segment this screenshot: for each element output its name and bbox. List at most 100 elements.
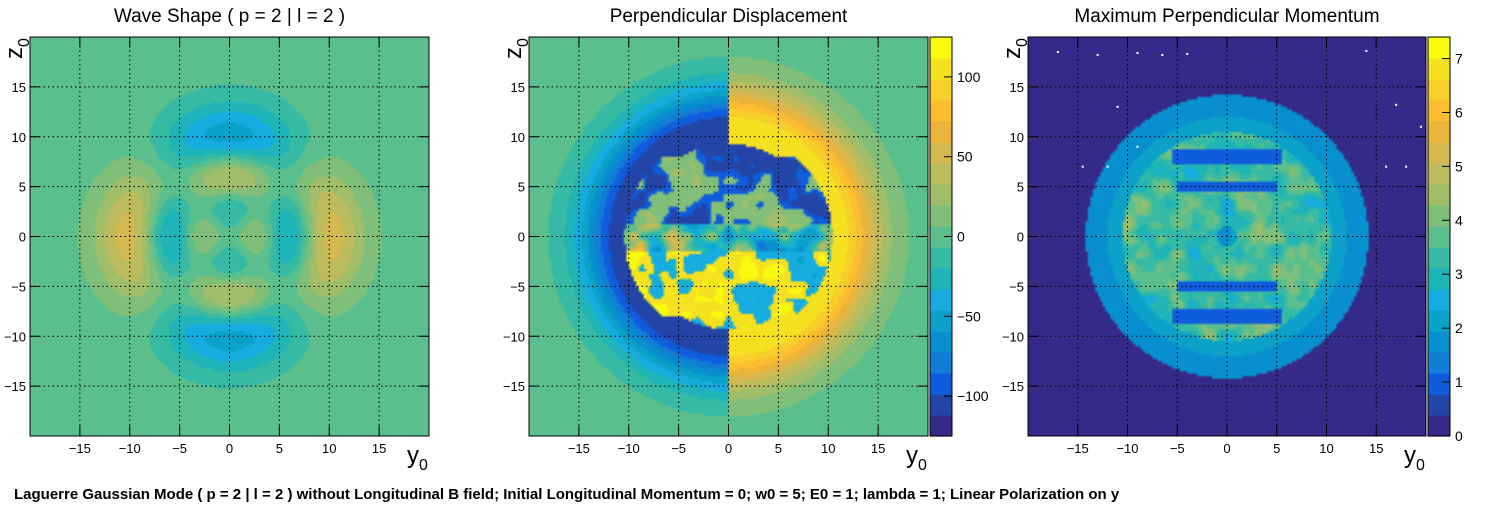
x-tick-label: −5 [1170, 441, 1185, 456]
colorbar-tick-label: 1 [1455, 374, 1463, 390]
speckle-10 [1420, 125, 1423, 128]
colorbar-segment [1428, 100, 1450, 122]
chart-title: Maximum Perpendicular Momentum [1074, 6, 1379, 27]
speckle-5 [1186, 52, 1189, 55]
x-tick-label: −15 [69, 441, 91, 456]
colorbar-segment [930, 37, 952, 59]
x-tick-label: 0 [226, 441, 233, 456]
speckle-7 [1116, 105, 1119, 108]
colorbar-tick-label: 6 [1455, 104, 1463, 120]
colorbar-segment [930, 163, 952, 185]
chart-title: Wave Shape ( p = 2 | l = 2 ) [114, 6, 345, 27]
x-tick-label: 10 [322, 441, 336, 456]
colorbar-segment [1428, 394, 1450, 416]
colorbar-segment [1428, 310, 1450, 332]
y-tick-label: −15 [4, 379, 26, 394]
chart-panel-2: −15 −10 −5 0 5 10 15−15−10−5051015Perpendicula… [500, 6, 989, 474]
speckle-3 [1136, 51, 1139, 54]
colorbar-segment [930, 142, 952, 164]
colorbar-tick-label: 3 [1455, 266, 1463, 282]
speckle-9 [1395, 103, 1398, 106]
x-tick-label: −10 [1116, 441, 1138, 456]
colorbar-segment [1428, 331, 1450, 353]
y-tick-label: 5 [19, 180, 26, 195]
colorbar-frame [1427, 36, 1451, 437]
y-axis-label: z0 [500, 38, 532, 59]
colorbar-segment [930, 226, 952, 248]
y-tick-label: 10 [12, 130, 26, 145]
colorbar-segment [1428, 268, 1450, 290]
colorbar-tick-label: 50 [957, 149, 973, 165]
colorbar-2: −100 −50 0 50 100 [929, 36, 989, 437]
y-tick-label: 10 [511, 130, 525, 145]
colorbar-segment [1428, 205, 1450, 227]
x-axis-label: y0 [1404, 442, 1425, 474]
colorbar-segment [930, 415, 952, 437]
colorbar-segment [1428, 373, 1450, 395]
figure-caption: Laguerre Gaussian Mode ( p = 2 | l = 2 )… [14, 486, 1120, 503]
y-tick-label: −5 [11, 279, 26, 294]
y-tick-label: −10 [1002, 329, 1024, 344]
speckle-1 [1056, 50, 1059, 53]
y-tick-label: 5 [518, 180, 525, 195]
colorbar-segment [930, 121, 952, 143]
colorbar-tick-label: 100 [957, 69, 981, 85]
y-tick-label: 15 [511, 80, 525, 95]
colorbar-segment [930, 352, 952, 374]
x-tick-label: 15 [871, 441, 885, 456]
y-tick-label: −5 [510, 279, 525, 294]
colorbar-segment [1428, 352, 1450, 374]
y-axis-label: z0 [1, 38, 33, 59]
colorbar-segment [930, 184, 952, 206]
colorbar-segment [930, 373, 952, 395]
colorbar-segment [930, 205, 952, 227]
speckle-2 [1096, 53, 1099, 56]
y-axis-label: z0 [999, 38, 1031, 59]
colorbar-segment [930, 394, 952, 416]
x-tick-label: 0 [1223, 441, 1230, 456]
y-tick-label: −10 [503, 329, 525, 344]
colorbar-tick-label: −100 [957, 388, 989, 404]
y-tick-label: −5 [1009, 279, 1024, 294]
speckle-14 [1405, 165, 1408, 168]
y-tick-label: −10 [4, 329, 26, 344]
x-tick-label: 0 [725, 441, 732, 456]
x-tick-label: 5 [1273, 441, 1280, 456]
y-tick-label: 10 [1010, 130, 1024, 145]
x-tick-label: −15 [568, 441, 590, 456]
y-tick-label: 15 [12, 80, 26, 95]
chart-title: Perpendicular Displacement [610, 6, 848, 27]
speckle-11 [1081, 165, 1084, 168]
colorbar-segment [1428, 58, 1450, 80]
colorbar-tick-label: −50 [957, 308, 981, 324]
colorbar-segment [1428, 163, 1450, 185]
y-tick-label: 0 [1017, 230, 1024, 245]
colorbar-segment [930, 247, 952, 269]
x-tick-label: −10 [618, 441, 640, 456]
speckle-6 [1365, 49, 1368, 52]
y-tick-label: 0 [518, 230, 525, 245]
colorbar-segment [1428, 121, 1450, 143]
x-axis-label: y0 [407, 442, 428, 474]
y-tick-label: 5 [1017, 180, 1024, 195]
colorbar-tick-label: 0 [1455, 428, 1463, 444]
x-tick-label: 15 [372, 441, 386, 456]
x-tick-label: −5 [671, 441, 686, 456]
colorbar-segment [930, 331, 952, 353]
x-tick-label: −15 [1067, 441, 1089, 456]
colorbar-segment [1428, 37, 1450, 59]
colorbar-segment [1428, 184, 1450, 206]
colorbar-segment [930, 289, 952, 311]
colorbar-segment [1428, 79, 1450, 101]
colorbar-segment [1428, 226, 1450, 248]
y-tick-label: −15 [503, 379, 525, 394]
colorbar-segment [1428, 247, 1450, 269]
colorbar-segment [930, 268, 952, 290]
chart-panel-1: −15 −10 −5 0 5 10 15 −15 −10 −5 0 5 10 15 Wave Shape (… [1, 6, 430, 474]
speckle-12 [1106, 165, 1109, 168]
x-tick-label: 5 [775, 441, 782, 456]
x-tick-label: −5 [172, 441, 187, 456]
x-tick-label: 10 [821, 441, 835, 456]
